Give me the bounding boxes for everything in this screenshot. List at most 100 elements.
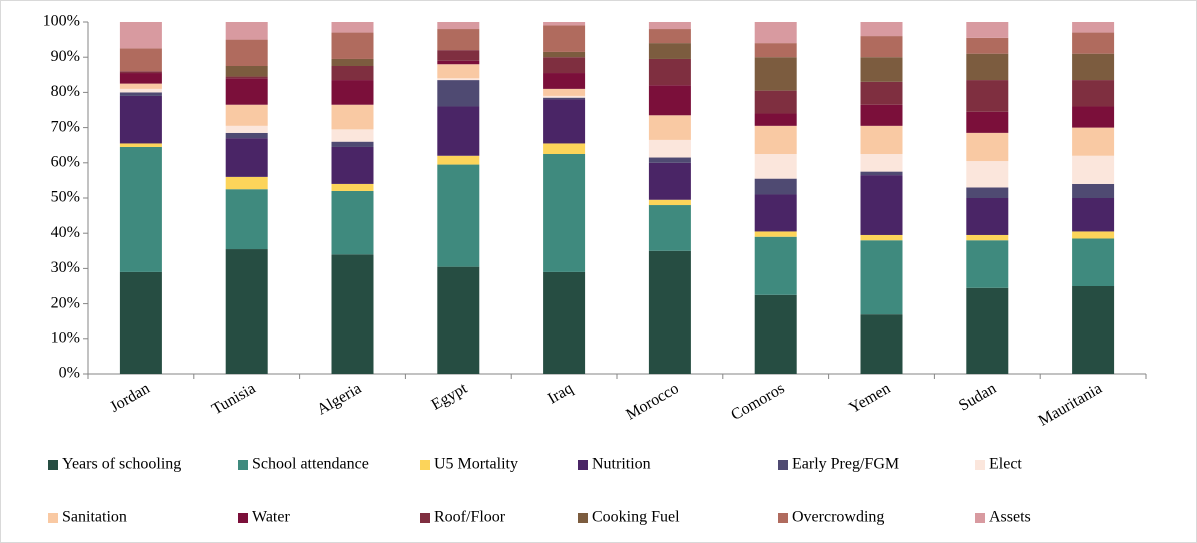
bar-segment [966,22,1009,38]
bar-segment [331,141,374,147]
bar-segment [966,234,1009,241]
legend-swatch [238,460,248,470]
bar-segment [331,22,374,33]
legend-label: Roof/Floor [434,509,506,526]
bar-segment [331,58,374,66]
bar-segment [543,97,586,100]
bar-segment [119,143,162,147]
bar-segment [966,198,1009,235]
bar-segment [754,113,797,126]
bar-segment [1072,53,1115,81]
bar-segment [543,154,586,272]
legend-label: Cooking Fuel [592,509,680,526]
legend-label: Water [252,509,290,526]
legend-label: Elect [989,456,1022,473]
legend-swatch [48,513,58,523]
bar-segment [225,138,268,177]
bar-segment [860,314,903,374]
bar-segment [225,176,268,190]
bar-segment [543,143,586,154]
legend-label: U5 Mortality [434,456,518,473]
legend-label: Years of schooling [62,456,181,473]
bar-segment [860,22,903,37]
bar-segment [119,22,162,49]
bar-segment [543,22,586,26]
bar-segment [648,250,691,374]
bar-segment [860,175,903,235]
bar-segment [543,51,586,58]
bar-segment [1072,22,1115,33]
bar-segment [966,240,1009,288]
bar-segment [331,66,374,81]
legend-label: Early Preg/FGM [792,456,899,473]
bar-segment [119,48,162,72]
legend-label: Sanitation [62,509,127,526]
bar-segment [437,155,480,165]
bar-segment [1072,183,1115,198]
legend-swatch [778,513,788,523]
bar-segment [331,104,374,130]
bar-segment [225,78,268,105]
bar-segment [225,249,268,374]
legend-label: School attendance [252,456,369,473]
bar-segment [966,53,1009,81]
bar-segment [437,22,480,30]
bar-segment [225,132,268,139]
legend-swatch [778,460,788,470]
bar-segment [1072,286,1115,374]
bar-segment [543,25,586,52]
bar-segment [966,187,1009,198]
bar-segment [1072,155,1115,184]
legend-swatch [975,460,985,470]
bar-segment [754,90,797,114]
bar-segment [754,178,797,195]
legend-label: Assets [989,509,1031,526]
bar-segment [331,80,374,105]
bar-segment [966,287,1009,374]
legend-swatch [238,513,248,523]
legend-swatch [48,460,58,470]
y-tick-label: 60% [51,153,80,170]
bar-segment [754,236,797,295]
bar-segment [119,88,162,93]
bar-segment [225,189,268,250]
bar-segment [860,36,903,58]
bar-segment [648,115,691,140]
y-tick-label: 10% [51,329,80,346]
bar-segment [119,71,162,74]
bar-segment [119,95,162,144]
bar-segment [225,22,268,40]
bar-segment [754,125,797,154]
bar-segment [225,104,268,126]
bar-segment [860,154,903,172]
bar-segment [119,83,162,89]
bar-segment [754,57,797,91]
bar-segment [1072,80,1115,107]
y-tick-label: 70% [51,118,80,135]
bar-segment [543,88,586,96]
bar-segment [543,73,586,89]
bar-segment [225,39,268,66]
legend-swatch [578,513,588,523]
bar-segment [331,32,374,59]
bar-segment [437,80,480,107]
bar-segment [1072,238,1115,286]
bar-segment [331,129,374,142]
bar-segment [437,266,480,374]
bar-segment [860,104,903,126]
bar-segment [966,111,1009,133]
legend-swatch [420,460,430,470]
bar-segment [754,231,797,237]
bar-segment [543,95,586,98]
bar-segment [437,164,480,267]
bar-segment [543,57,586,74]
bar-segment [754,194,797,232]
bar-segment [860,125,903,154]
bar-segment [119,92,162,96]
bar-segment [225,66,268,77]
bar-segment [754,22,797,44]
bar-segment [119,271,162,374]
bar-segment [648,162,691,200]
bar-segment [331,146,374,184]
bar-segment [648,58,691,86]
